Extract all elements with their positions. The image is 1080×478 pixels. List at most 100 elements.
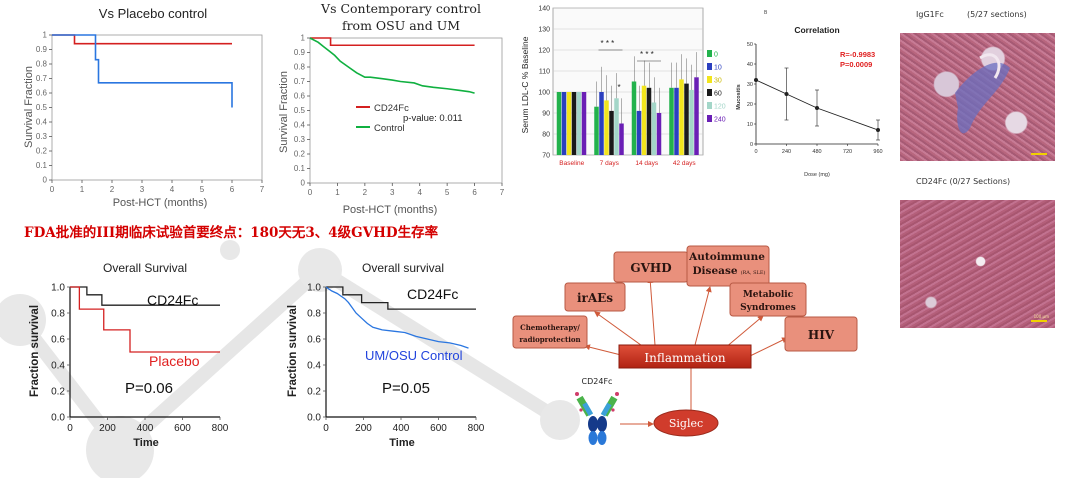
y-tick-label: 0.1 xyxy=(36,161,48,170)
y-tick-label: 0.9 xyxy=(36,45,48,54)
y-axis-label: Survival Fraction xyxy=(278,71,290,153)
bar xyxy=(556,92,562,155)
legend-swatch xyxy=(707,89,712,96)
significance-marker: * * * xyxy=(601,39,615,48)
scale-bar xyxy=(1031,320,1047,322)
y-tick-label: 140 xyxy=(538,6,550,13)
x-tick-label: 2 xyxy=(110,185,115,194)
r-annotation: R=-0.9983 xyxy=(840,50,875,59)
correlation-chart: B Correlation 0 240 480 720 960 0 10 20 30 40 50 R… xyxy=(736,10,883,178)
y-tick-label: 0.3 xyxy=(294,135,306,144)
series-label-cd24fc: CD24Fc xyxy=(407,286,458,302)
bar xyxy=(631,81,637,155)
siglec-label: Siglec xyxy=(669,417,703,430)
chart-title-line2: from OSU and UM xyxy=(342,18,460,33)
x-tick-label: 5 xyxy=(200,185,205,194)
bar xyxy=(614,98,619,155)
y-tick-label: 30 xyxy=(747,82,753,88)
histology-image-igg1fc xyxy=(900,33,1055,161)
x-tick-label: 800 xyxy=(468,423,485,434)
y-tick-label: 0.2 xyxy=(294,150,306,159)
data-point xyxy=(784,92,789,96)
bar xyxy=(679,79,684,155)
x-tick-label: 3 xyxy=(140,185,145,194)
legend-swatch xyxy=(707,63,712,70)
x-tick-label: 800 xyxy=(212,423,229,434)
chart-points xyxy=(754,67,880,141)
x-tick-label: 960 xyxy=(873,149,882,155)
y-tick-label: 120 xyxy=(538,48,550,55)
y-tick-label: 70 xyxy=(542,153,550,160)
y-tick-label: 0.5 xyxy=(294,106,306,115)
bar xyxy=(636,110,642,155)
y-tick-label: 0.8 xyxy=(36,60,48,69)
legend-swatch xyxy=(707,50,712,57)
y-tick-label: 0.5 xyxy=(36,103,48,112)
y-tick-label: 40 xyxy=(747,62,753,68)
legend-swatch xyxy=(707,115,712,122)
y-tick-label: 0.2 xyxy=(307,386,321,397)
bar xyxy=(604,100,609,155)
series-line-0 xyxy=(326,286,476,310)
legend-label: 60 xyxy=(714,91,722,98)
legend-swatch xyxy=(707,102,712,109)
autoimmune-label: Autoimmune xyxy=(688,251,765,263)
y-axis-label: Serum LDL-C % Baseline xyxy=(520,36,530,133)
y-tick-label: 110 xyxy=(539,69,550,76)
y-tick-label: 0.4 xyxy=(294,121,306,130)
x-axis-label: Post-HCT (months) xyxy=(343,204,438,216)
x-tick-label: 600 xyxy=(174,423,191,434)
x-axis-label: Dose (mg) xyxy=(804,172,830,178)
chart-title: Vs Contemporary control xyxy=(320,1,481,16)
x-tick-label: 400 xyxy=(393,423,410,434)
diagram-box-chemotherapy: Chemotherapy/ radioprotection xyxy=(512,315,588,349)
x-tick-label: 14 days xyxy=(635,160,659,167)
bar xyxy=(581,92,587,155)
y-tick-label: 0.0 xyxy=(307,412,321,423)
y-tick-label: 10 xyxy=(747,122,753,128)
chemo-label: Chemotherapy/ xyxy=(520,323,580,332)
bar xyxy=(694,77,699,155)
y-tick-label: 0.4 xyxy=(51,360,65,371)
y-tick-label: 20 xyxy=(747,102,753,108)
legend-label: 0 xyxy=(714,52,718,59)
chart-series xyxy=(70,286,220,353)
x-tick-label: 5 xyxy=(445,188,450,197)
bar xyxy=(641,85,647,155)
diagram-box-autoimmune: Autoimmune Disease (RA, SLE) xyxy=(686,245,770,287)
y-tick-label: 0.8 xyxy=(51,308,65,319)
bar xyxy=(619,123,624,155)
bar xyxy=(609,110,614,155)
chart-axes: 0 240 480 720 960 0 10 20 30 40 50 xyxy=(747,42,883,155)
series-label-placebo: Placebo xyxy=(149,353,200,369)
bar xyxy=(651,102,657,155)
headline: FDA批准的III期临床试验首要终点：180天无3、4级GVHD生存率 xyxy=(24,225,439,241)
y-tick-label: 130 xyxy=(538,27,550,34)
y-tick-label: 1.0 xyxy=(307,282,321,293)
histology-top-count: (5/27 sections) xyxy=(967,10,1027,19)
y-tick-label: 0.8 xyxy=(294,63,306,72)
data-point xyxy=(815,106,819,110)
x-tick-label: 240 xyxy=(782,149,791,155)
series-line-1 xyxy=(52,34,233,108)
series-line-1 xyxy=(325,286,469,349)
chart-title: Overall survival xyxy=(362,261,444,275)
y-tick-label: 1 xyxy=(43,31,48,40)
bar xyxy=(566,92,572,155)
x-axis-label: Post-HCT (months) xyxy=(113,197,208,209)
x-tick-label: 4 xyxy=(170,185,175,194)
legend-label: 10 xyxy=(714,65,722,72)
x-tick-label: 600 xyxy=(430,423,447,434)
diagram-box-gvhd: GVHD xyxy=(613,251,689,283)
y-tick-label: 0 xyxy=(43,176,48,185)
x-tick-label: 720 xyxy=(843,149,852,155)
series-label-cd24fc: CD24Fc xyxy=(147,292,198,308)
autoimmune-sublabel: (RA, SLE) xyxy=(741,269,766,276)
y-tick-label: 1 xyxy=(301,34,306,43)
data-point xyxy=(754,78,758,82)
cd24fc-label: CD24Fc xyxy=(582,377,613,386)
inflammation-diagram: GVHD Autoimmune Disease (RA, SLE) irAEs … xyxy=(512,245,858,445)
overall-survival-chart-1: Overall Survival 0 200 400 600 8000.00.20.40… xyxy=(29,261,229,449)
x-tick-label: 400 xyxy=(137,423,154,434)
chart-bars: * * * * * * * xyxy=(556,39,699,155)
